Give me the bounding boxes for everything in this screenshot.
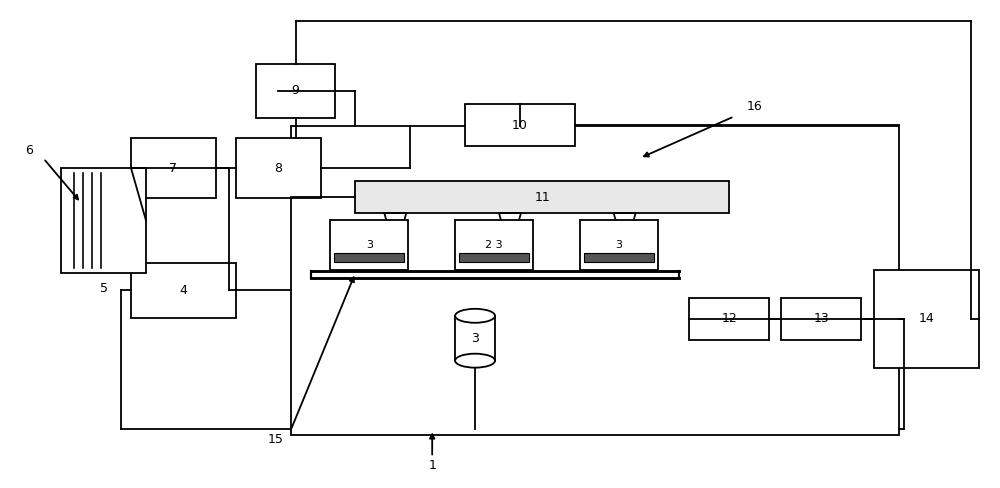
Text: 1: 1 (428, 459, 436, 472)
Polygon shape (614, 213, 636, 253)
FancyBboxPatch shape (781, 298, 861, 340)
Text: 13: 13 (813, 312, 829, 325)
Text: 2 3: 2 3 (485, 240, 503, 250)
FancyBboxPatch shape (236, 138, 321, 198)
Text: 5: 5 (100, 283, 108, 295)
Ellipse shape (455, 354, 495, 367)
Text: 8: 8 (274, 162, 282, 175)
FancyBboxPatch shape (131, 263, 236, 318)
Text: 6: 6 (25, 144, 33, 157)
FancyBboxPatch shape (459, 253, 529, 262)
Text: 16: 16 (746, 100, 762, 113)
Text: 9: 9 (292, 84, 300, 98)
FancyBboxPatch shape (465, 104, 575, 146)
Text: 10: 10 (512, 119, 528, 132)
FancyBboxPatch shape (131, 138, 216, 198)
Polygon shape (384, 213, 406, 253)
FancyBboxPatch shape (61, 168, 146, 273)
FancyBboxPatch shape (874, 270, 979, 367)
Text: 12: 12 (721, 312, 737, 325)
FancyBboxPatch shape (455, 316, 495, 361)
FancyBboxPatch shape (334, 253, 404, 262)
FancyBboxPatch shape (330, 220, 408, 270)
FancyBboxPatch shape (584, 253, 654, 262)
Text: 3: 3 (471, 332, 479, 345)
FancyBboxPatch shape (580, 220, 658, 270)
Ellipse shape (455, 309, 495, 323)
Polygon shape (499, 213, 521, 253)
Text: 7: 7 (169, 162, 177, 175)
FancyBboxPatch shape (689, 298, 769, 340)
FancyBboxPatch shape (455, 220, 533, 270)
Text: 4: 4 (179, 284, 187, 297)
FancyBboxPatch shape (291, 126, 899, 435)
Text: 15: 15 (268, 433, 284, 446)
FancyBboxPatch shape (355, 181, 729, 213)
Text: 11: 11 (535, 191, 550, 203)
Text: 14: 14 (918, 312, 934, 325)
Text: 3: 3 (366, 240, 373, 250)
Text: 3: 3 (615, 240, 622, 250)
FancyBboxPatch shape (256, 63, 335, 119)
